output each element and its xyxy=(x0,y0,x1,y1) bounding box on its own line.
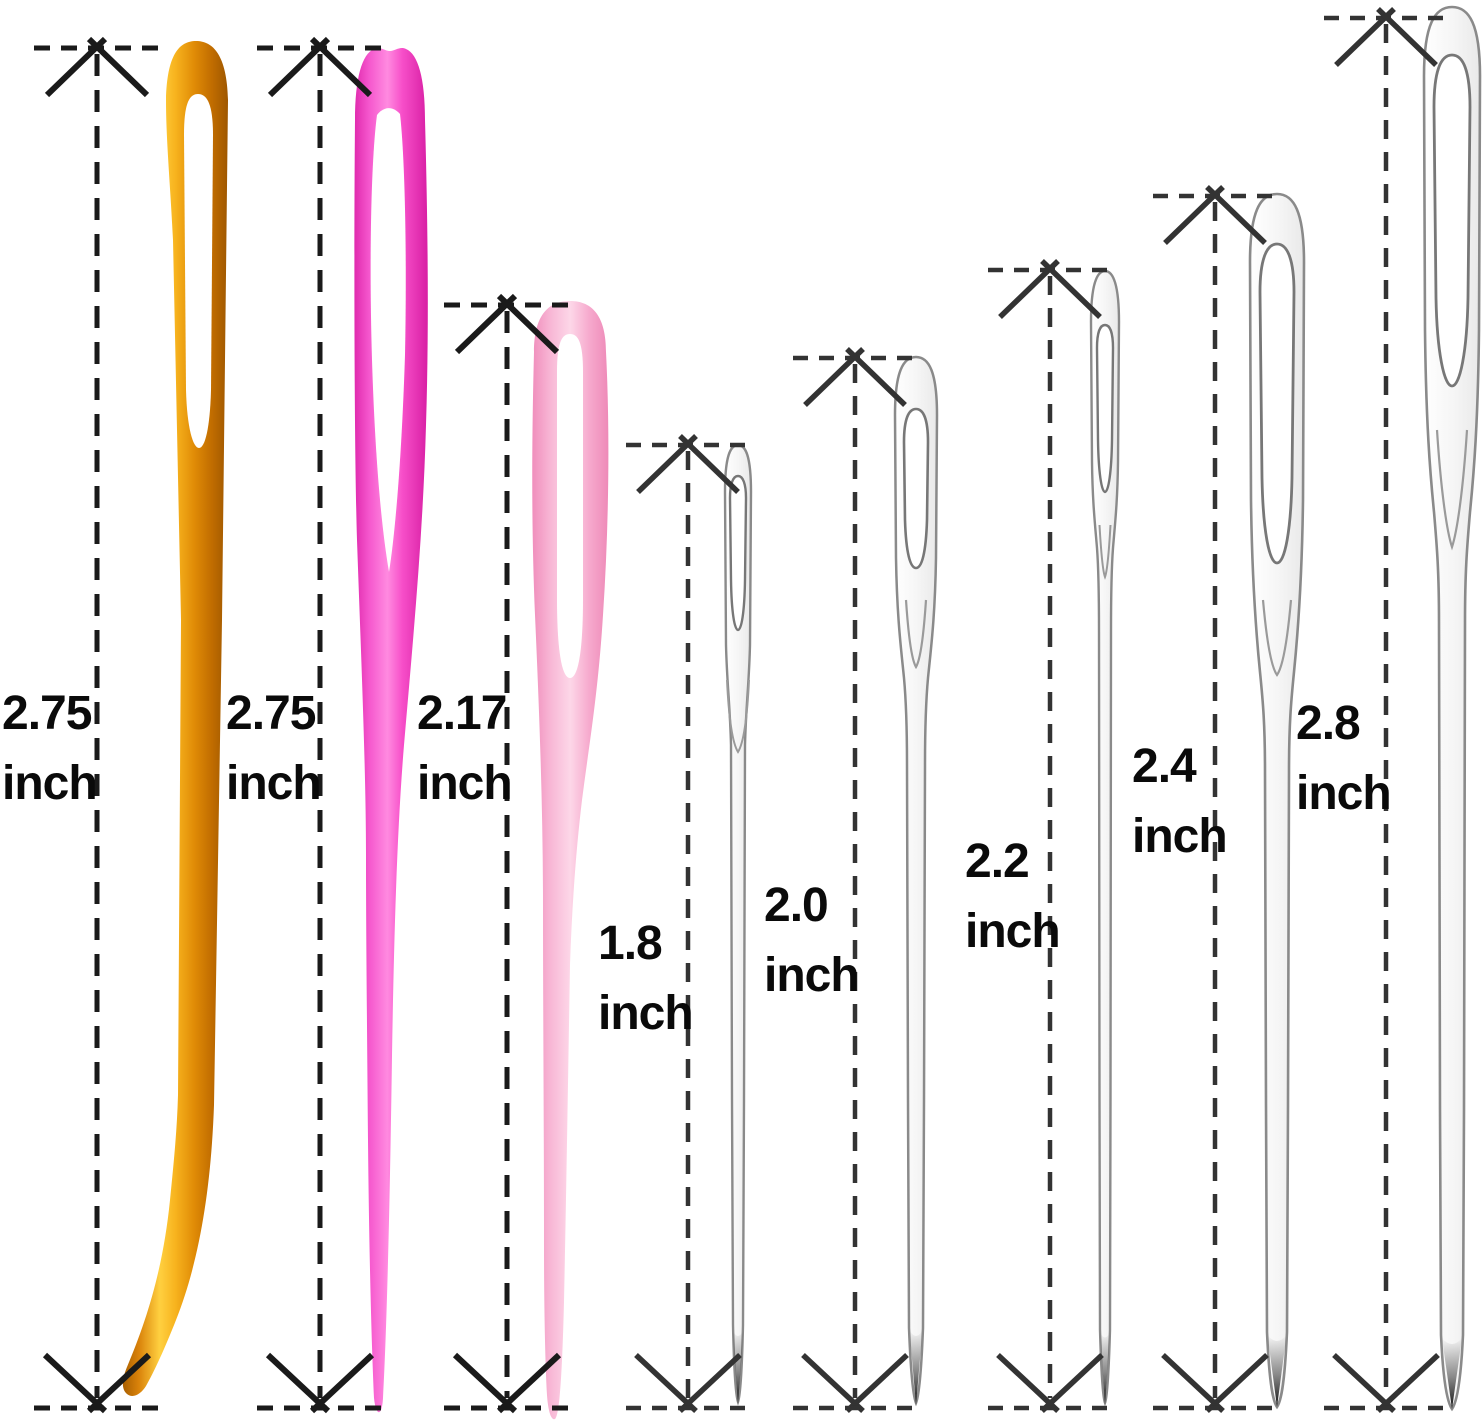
measurement-label-8: 2.8 inch xyxy=(1296,689,1392,829)
measurement-label-6: 2.2 inch xyxy=(965,827,1061,967)
measurement-label-3: 2.17 inch xyxy=(417,679,513,819)
needle-eye xyxy=(370,108,406,573)
needle-tip xyxy=(1267,1335,1287,1407)
needle-eye xyxy=(184,94,213,448)
needle-steel-2 xyxy=(893,355,939,1407)
needle-steel-1 xyxy=(723,443,753,1406)
length-unit: inch xyxy=(598,987,694,1040)
length-unit: inch xyxy=(1132,810,1228,863)
needle-steel-3 xyxy=(1089,269,1121,1407)
length-value: 2.8 xyxy=(1296,697,1361,750)
length-value: 2.75 xyxy=(2,687,92,740)
needle-steel-5 xyxy=(1422,5,1482,1412)
needle-tip xyxy=(1442,1338,1462,1409)
length-unit: inch xyxy=(965,905,1061,958)
length-value: 2.75 xyxy=(226,687,316,740)
length-unit: inch xyxy=(1296,767,1392,820)
needles xyxy=(122,5,1482,1420)
needle-eye xyxy=(1432,53,1472,388)
needle-tip xyxy=(732,1330,744,1404)
needle-magenta-plastic xyxy=(354,48,428,1413)
dimension-line-8 xyxy=(1324,7,1448,1414)
dimension-lines xyxy=(34,7,1448,1414)
dimension-line-1 xyxy=(34,36,160,1414)
needle-gold-bent-tip xyxy=(122,41,228,1397)
needle-light-pink-plastic xyxy=(532,301,609,1420)
length-unit: inch xyxy=(226,757,322,810)
length-value: 2.4 xyxy=(1132,740,1197,793)
measurement-label-4: 1.8 inch xyxy=(598,909,694,1049)
dimension-line-7 xyxy=(1153,185,1277,1414)
dimension-line-6 xyxy=(988,259,1112,1414)
needle-tip xyxy=(1100,1332,1110,1405)
length-unit: inch xyxy=(2,757,98,810)
needle-eye xyxy=(1095,323,1115,494)
dimension-line-3 xyxy=(444,293,570,1414)
measurement-label-5: 2.0 inch xyxy=(764,871,860,1011)
length-value: 2.2 xyxy=(965,835,1030,888)
needle-eye xyxy=(902,407,930,570)
needle-steel-4 xyxy=(1248,192,1306,1410)
length-value: 1.8 xyxy=(598,917,663,970)
dimension-line-5 xyxy=(793,347,917,1414)
dimension-line-2 xyxy=(257,36,383,1414)
needle-tip xyxy=(909,1330,923,1405)
measurement-label-2: 2.75 inch xyxy=(226,679,322,819)
length-unit: inch xyxy=(417,757,513,810)
needle-eye xyxy=(728,474,748,632)
length-value: 2.0 xyxy=(764,879,829,932)
length-value: 2.17 xyxy=(417,687,507,740)
measurement-label-1: 2.75 inch xyxy=(2,679,98,819)
needle-eye xyxy=(557,334,583,678)
length-unit: inch xyxy=(764,949,860,1002)
dimension-line-4 xyxy=(626,434,750,1414)
measurement-label-7: 2.4 inch xyxy=(1132,732,1228,872)
needle-eye xyxy=(1258,242,1296,565)
